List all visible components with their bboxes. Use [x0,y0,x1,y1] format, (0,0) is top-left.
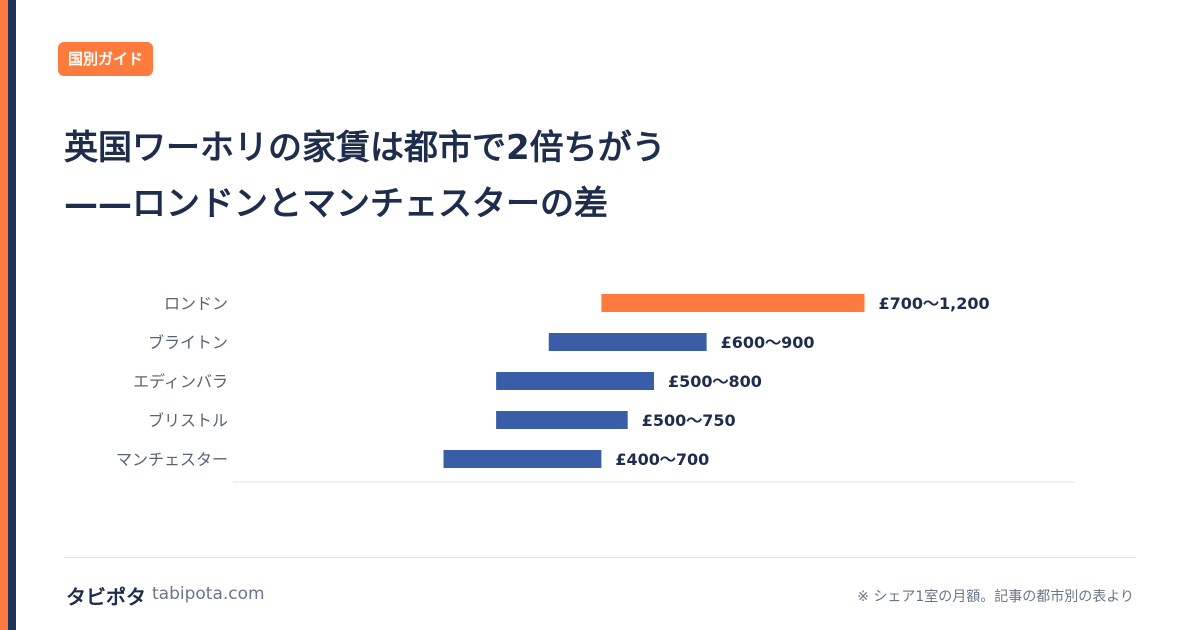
value-label: £400〜700 [615,450,709,469]
range-bar [496,372,654,390]
category-label: ブリストル [148,411,228,430]
footnote: ※ シェア1室の月額。記事の都市別の表より [857,589,1134,605]
footer-divider [64,557,1136,558]
accent-stripe-navy [8,0,16,630]
value-label: £500〜800 [668,372,762,391]
range-bar [496,411,628,429]
accent-stripe-orange [0,0,8,630]
category-badge: 国別ガイド [58,42,154,76]
value-label: £600〜900 [721,333,815,352]
category-label: マンチェスター [116,450,228,469]
brand-name: タビポタ [66,585,146,609]
brand-domain: tabipota.com [152,584,265,604]
category-label: ロンドン [164,294,228,313]
value-label: £700〜1,200 [879,294,990,313]
range-bar [443,450,602,468]
value-label: £500〜750 [642,411,736,430]
rent-range-chart: ロンドン £700〜1,200 ブライトン £600〜900 エディンバラ £500〜80… [116,294,1075,483]
range-bar [601,294,865,312]
category-label: エディンバラ [133,372,228,391]
range-bar [548,333,707,351]
page-title: 英国ワーホリの家賃は都市で2倍ちがう ——ロンドンとマンチェスターの差 [64,120,1144,232]
title-line-1: 英国ワーホリの家賃は都市で2倍ちがう [64,128,666,168]
category-label: ブライトン [148,333,228,352]
title-line-2: ——ロンドンとマンチェスターの差 [64,184,608,224]
